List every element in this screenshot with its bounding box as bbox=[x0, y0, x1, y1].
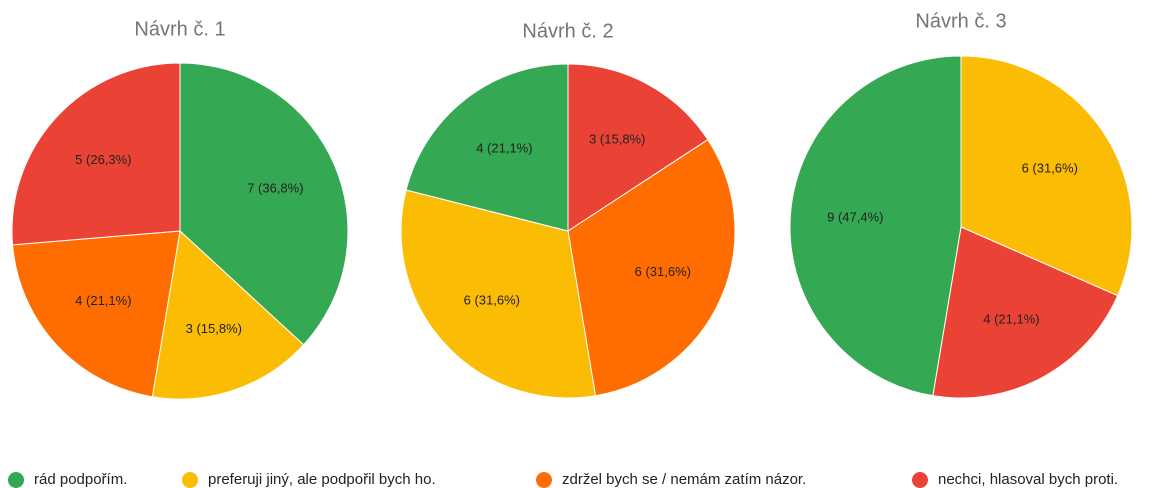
pie-slice bbox=[405, 63, 569, 232]
pie-slice bbox=[11, 62, 181, 246]
legend-marker bbox=[536, 472, 552, 488]
pie-slice bbox=[789, 55, 962, 397]
legend-label: preferuji jiný, ale podpořil bych ho. bbox=[208, 471, 436, 488]
legend-label: zdržel bych se / nemám zatím názor. bbox=[562, 471, 806, 488]
slice-label: 6 (31,6%) bbox=[464, 293, 520, 308]
pie-slice bbox=[567, 138, 736, 397]
legend-marker bbox=[182, 472, 198, 488]
slice-label: 6 (31,6%) bbox=[1022, 160, 1078, 175]
slice-label: 7 (36,8%) bbox=[247, 181, 303, 196]
pie-slice bbox=[179, 62, 349, 346]
slice-label: 4 (21,1%) bbox=[983, 312, 1039, 327]
pie-slice bbox=[400, 189, 597, 399]
legend-label: nechci, hlasoval bych proti. bbox=[938, 471, 1118, 488]
pie-slice bbox=[12, 230, 181, 398]
pie-slice bbox=[932, 226, 1119, 399]
legend-marker bbox=[912, 472, 928, 488]
slice-label: 4 (21,1%) bbox=[75, 293, 131, 308]
legend-marker bbox=[8, 472, 24, 488]
slice-label: 5 (26,3%) bbox=[75, 152, 131, 167]
slice-label: 4 (21,1%) bbox=[476, 141, 532, 156]
chart-title: Návrh č. 3 bbox=[915, 10, 1006, 32]
pie-slice bbox=[151, 230, 305, 400]
pie-slice bbox=[960, 55, 1133, 297]
legend-label: rád podpořím. bbox=[34, 471, 127, 488]
slice-label: 3 (15,8%) bbox=[186, 321, 242, 336]
slice-label: 9 (47,4%) bbox=[827, 210, 883, 225]
pie-slice bbox=[567, 63, 709, 232]
slice-label: 6 (31,6%) bbox=[635, 264, 691, 279]
chart-title: Návrh č. 1 bbox=[134, 18, 225, 40]
chart-title: Návrh č. 2 bbox=[522, 20, 613, 42]
slice-label: 3 (15,8%) bbox=[589, 131, 645, 146]
